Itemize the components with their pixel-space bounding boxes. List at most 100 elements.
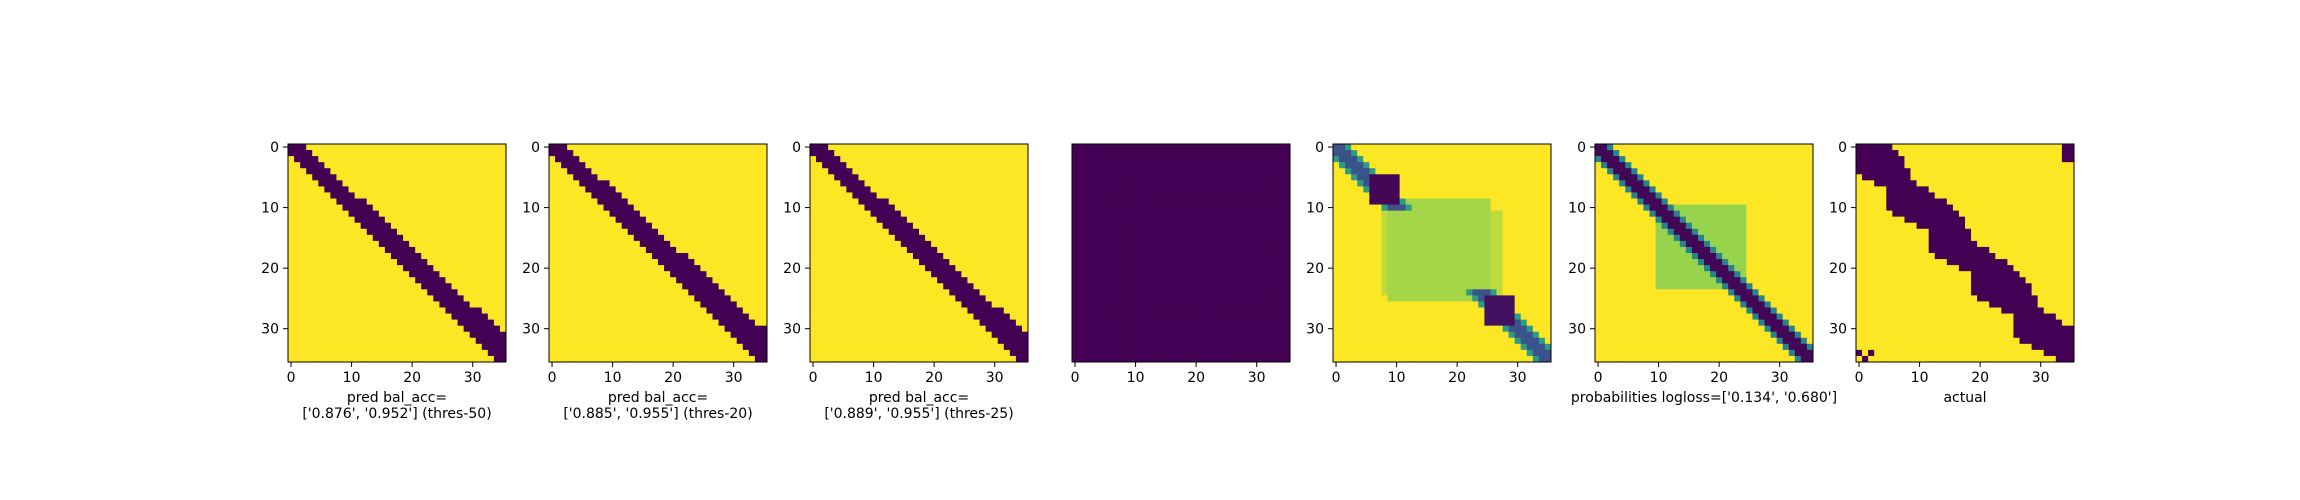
heatmap-cell <box>1241 259 1249 266</box>
heatmap-cell <box>427 192 434 199</box>
heatmap-cell <box>397 325 404 333</box>
heatmap-cell <box>1205 295 1212 302</box>
heatmap-cell <box>1021 313 1029 321</box>
heatmap-cell <box>688 307 695 314</box>
heatmap-cell <box>475 259 483 266</box>
heatmap-cell <box>1156 259 1164 266</box>
heatmap-cell <box>979 355 987 363</box>
heatmap-cell <box>1271 265 1279 272</box>
heatmap-cell <box>828 337 835 345</box>
heatmap-cell <box>1021 216 1029 224</box>
heatmap-cell <box>997 337 1005 345</box>
heatmap-cell <box>433 174 440 181</box>
heatmap-cell <box>354 283 362 290</box>
heatmap-cell <box>742 210 750 218</box>
heatmap-cell <box>378 162 386 169</box>
heatmap-cell <box>354 210 362 218</box>
heatmap-cell <box>1235 301 1242 308</box>
heatmap-cell <box>330 265 337 272</box>
panel-caption: pred bal_acc= <box>608 390 708 406</box>
heatmap-cell <box>1015 168 1023 175</box>
heatmap-cell <box>816 162 823 169</box>
heatmap-cell <box>742 162 750 169</box>
heatmap-cell <box>931 313 938 321</box>
heatmap-cell <box>1235 240 1242 248</box>
heatmap-cell <box>318 325 325 333</box>
heatmap-cell <box>469 234 477 242</box>
heatmap-cell <box>300 156 307 163</box>
heatmap-cell <box>469 325 477 333</box>
heatmap-cell <box>1090 162 1097 169</box>
heatmap-cell <box>1102 295 1109 302</box>
heatmap-cell <box>919 192 926 199</box>
heatmap-cell <box>876 162 884 169</box>
heatmap-cell <box>724 337 732 345</box>
heatmap-cell <box>433 150 440 157</box>
heatmap-cell <box>1199 295 1206 302</box>
heatmap-cell <box>1090 277 1097 284</box>
heatmap-cell <box>754 301 762 308</box>
heatmap-cell <box>499 186 507 193</box>
heatmap-cell <box>736 331 744 339</box>
heatmap-cell <box>366 234 374 242</box>
heatmap-cell <box>1247 192 1255 199</box>
heatmap-cell <box>457 156 465 163</box>
heatmap-cell <box>384 204 392 212</box>
heatmap-cell <box>633 216 641 224</box>
heatmap-cell <box>549 228 556 236</box>
heatmap-cell <box>979 228 987 236</box>
heatmap-cell <box>591 265 598 272</box>
heatmap-cell <box>415 228 422 236</box>
heatmap-cell <box>1021 343 1029 351</box>
heatmap-cell <box>1108 259 1115 266</box>
heatmap-cell <box>730 265 738 272</box>
heatmap-cell <box>1015 228 1023 236</box>
heatmap-cell <box>1009 331 1017 339</box>
heatmap-cell <box>433 228 440 236</box>
heatmap-cell <box>615 313 623 321</box>
heatmap-cell <box>451 253 458 260</box>
heatmap-cell <box>409 198 416 205</box>
heatmap-cell <box>670 192 677 199</box>
heatmap-cell <box>900 246 908 254</box>
heatmap-cell <box>390 283 398 290</box>
heatmap-cell <box>943 228 950 236</box>
heatmap-cell <box>724 222 732 230</box>
heatmap-cell <box>1205 240 1212 248</box>
heatmap-cell <box>1156 162 1164 169</box>
heatmap-cell <box>475 180 483 187</box>
heatmap-cell <box>288 156 295 163</box>
heatmap-cell <box>888 162 896 169</box>
heatmap-cell <box>384 192 392 199</box>
heatmap-cell <box>724 198 732 205</box>
heatmap-cell <box>1187 162 1194 169</box>
heatmap-cell <box>718 216 726 224</box>
heatmap-cell <box>1102 301 1109 308</box>
heatmap-cell <box>1072 295 1079 302</box>
heatmap-cell <box>1193 228 1200 236</box>
heatmap-cell <box>858 168 865 175</box>
heatmap-cell <box>457 246 465 254</box>
heatmap-cell <box>1015 162 1023 169</box>
heatmap-cell <box>585 180 592 187</box>
heatmap-cell <box>840 144 847 151</box>
heatmap-cell <box>931 289 938 296</box>
heatmap-cell <box>1021 162 1029 169</box>
heatmap-cell <box>639 355 647 363</box>
heatmap-cell <box>633 234 641 242</box>
heatmap-cell <box>342 283 349 290</box>
heatmap-cell <box>633 301 641 308</box>
heatmap-cell <box>973 349 980 357</box>
heatmap-cell <box>1084 174 1091 181</box>
heatmap-cell <box>1120 289 1127 296</box>
heatmap-cell <box>906 277 914 284</box>
heatmap-cell <box>694 343 701 351</box>
heatmap-cell <box>967 337 974 345</box>
heatmap-cell <box>633 355 641 363</box>
heatmap-cell <box>888 144 896 151</box>
heatmap-cell <box>724 313 732 321</box>
heatmap-cell <box>591 240 598 248</box>
heatmap-cell <box>427 283 434 290</box>
heatmap-cell <box>372 180 380 187</box>
heatmap-cell <box>882 144 890 151</box>
